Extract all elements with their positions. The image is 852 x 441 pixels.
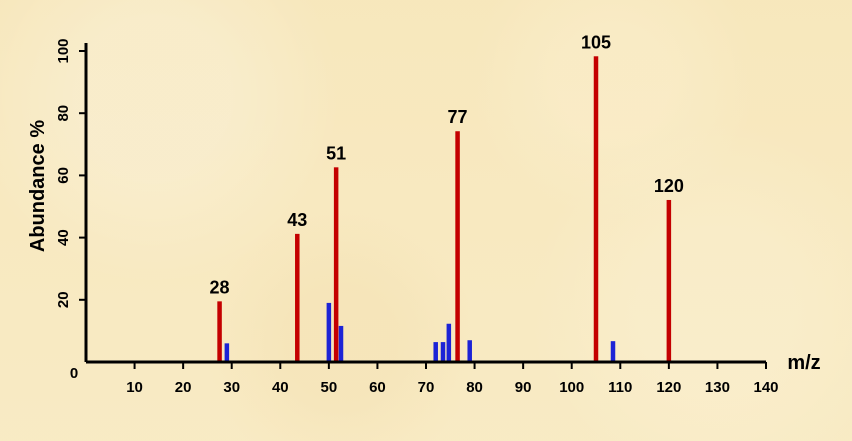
y-tick-label: 80	[55, 105, 72, 122]
peak-label: 77	[448, 107, 468, 127]
x-tick-label: 140	[753, 379, 778, 396]
ticks-layer: 10 20 30 40 50 60 70 80 90 100 110 120 130 140 0 20 40 60…	[55, 38, 779, 396]
major-ion-bar	[455, 131, 460, 362]
x-tick-label: 70	[418, 379, 435, 396]
x-tick-label: 90	[515, 379, 532, 396]
x-tick-label: 60	[369, 379, 386, 396]
y-tick-label: 20	[55, 291, 72, 308]
x-tick-label: 80	[466, 379, 483, 396]
peak-label: 43	[287, 210, 307, 230]
major-ion-bar	[593, 56, 599, 363]
peak-label: 120	[654, 176, 684, 196]
x-tick-label: 130	[705, 379, 730, 396]
x-tick-label: 30	[223, 379, 240, 396]
x-tick-label: 40	[272, 379, 289, 396]
y-tick-label: 40	[55, 229, 72, 246]
minor-ion-bar	[326, 302, 332, 362]
labels-layer: 28 43 51 77 105 120	[210, 32, 684, 297]
minor-ion-bar	[433, 342, 438, 362]
minor-ion-bar	[338, 325, 344, 362]
major-ion-bar	[666, 199, 672, 362]
y-tick-label: 100	[55, 38, 72, 63]
y-tick-label: 60	[55, 167, 72, 184]
peak-label: 51	[326, 143, 346, 163]
x-tick-label: 50	[321, 379, 338, 396]
y-tick-label: 0	[70, 365, 78, 382]
bars-layer	[217, 56, 672, 363]
y-axis-title: Abundance %	[27, 120, 49, 252]
minor-ion-bar	[440, 342, 446, 362]
peak-label: 28	[210, 277, 230, 297]
x-tick-label: 20	[175, 379, 192, 396]
minor-ion-bar	[610, 341, 616, 362]
minor-ion-bar	[446, 323, 452, 362]
x-tick-label: 10	[126, 379, 143, 396]
axes-layer	[84, 43, 766, 364]
x-tick-label: 110	[608, 379, 632, 396]
x-tick-label: 100	[559, 379, 584, 396]
major-ion-bar	[295, 233, 300, 362]
x-tick-label: 120	[656, 379, 681, 396]
peak-label: 105	[581, 32, 611, 52]
x-axis-title: m/z	[787, 352, 820, 374]
major-ion-bar	[217, 301, 222, 362]
minor-ion-bar	[224, 343, 230, 362]
minor-ion-bar	[467, 340, 472, 362]
major-ion-bar	[333, 167, 339, 362]
